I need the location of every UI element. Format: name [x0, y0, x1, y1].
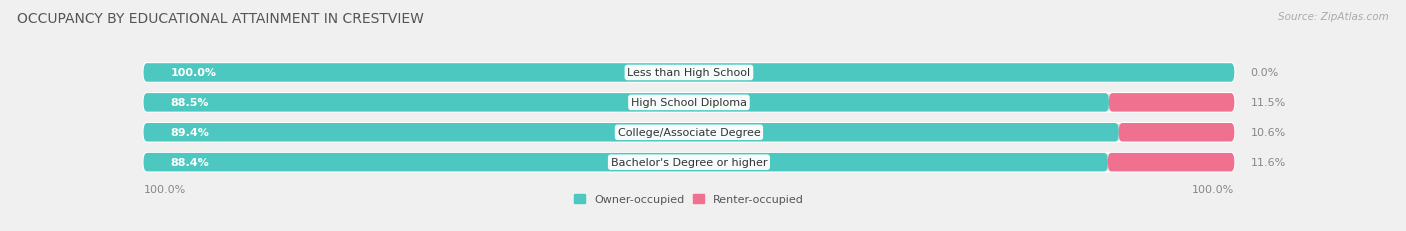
Text: College/Associate Degree: College/Associate Degree — [617, 128, 761, 138]
FancyBboxPatch shape — [143, 94, 1109, 112]
FancyBboxPatch shape — [1109, 94, 1234, 112]
Text: 89.4%: 89.4% — [170, 128, 209, 138]
Text: High School Diploma: High School Diploma — [631, 98, 747, 108]
Text: Source: ZipAtlas.com: Source: ZipAtlas.com — [1278, 12, 1389, 21]
FancyBboxPatch shape — [143, 94, 1234, 112]
FancyBboxPatch shape — [143, 64, 1234, 82]
Text: OCCUPANCY BY EDUCATIONAL ATTAINMENT IN CRESTVIEW: OCCUPANCY BY EDUCATIONAL ATTAINMENT IN C… — [17, 12, 423, 25]
FancyBboxPatch shape — [143, 123, 1119, 142]
Text: 88.5%: 88.5% — [170, 98, 209, 108]
FancyBboxPatch shape — [143, 64, 1234, 82]
Text: 100.0%: 100.0% — [170, 68, 217, 78]
Text: 100.0%: 100.0% — [143, 184, 186, 194]
Text: 100.0%: 100.0% — [1192, 184, 1234, 194]
Text: 88.4%: 88.4% — [170, 158, 209, 167]
FancyBboxPatch shape — [1119, 123, 1234, 142]
FancyBboxPatch shape — [1108, 153, 1234, 172]
FancyBboxPatch shape — [143, 153, 1108, 172]
Text: 10.6%: 10.6% — [1251, 128, 1286, 138]
Text: Bachelor's Degree or higher: Bachelor's Degree or higher — [610, 158, 768, 167]
Text: 11.6%: 11.6% — [1251, 158, 1286, 167]
FancyBboxPatch shape — [143, 153, 1234, 172]
Text: Less than High School: Less than High School — [627, 68, 751, 78]
Text: 11.5%: 11.5% — [1251, 98, 1286, 108]
FancyBboxPatch shape — [143, 123, 1234, 142]
Text: 0.0%: 0.0% — [1251, 68, 1279, 78]
Legend: Owner-occupied, Renter-occupied: Owner-occupied, Renter-occupied — [569, 190, 808, 209]
